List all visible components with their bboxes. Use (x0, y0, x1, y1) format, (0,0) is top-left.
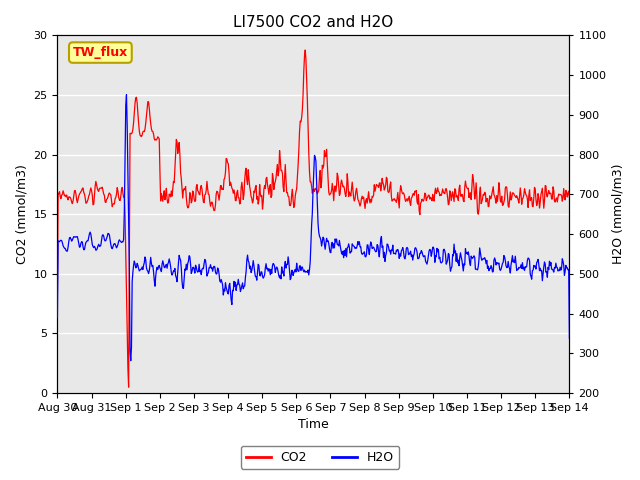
Title: LI7500 CO2 and H2O: LI7500 CO2 and H2O (234, 15, 394, 30)
X-axis label: Time: Time (298, 419, 329, 432)
Y-axis label: H2O (mmol/m3): H2O (mmol/m3) (612, 164, 625, 264)
Legend: CO2, H2O: CO2, H2O (241, 446, 399, 469)
Text: TW_flux: TW_flux (73, 46, 128, 59)
Y-axis label: CO2 (mmol/m3): CO2 (mmol/m3) (15, 164, 28, 264)
